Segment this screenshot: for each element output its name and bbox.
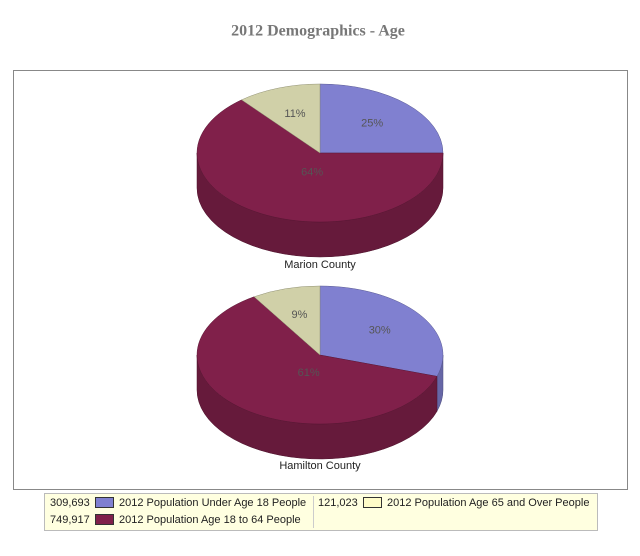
pie-slice (196, 296, 438, 425)
pie-slice (196, 99, 444, 223)
legend-label: 2012 Population Age 65 and Over People (387, 497, 589, 509)
pie-label: Marion County (284, 259, 356, 271)
chart-title: 2012 Demographics - Age (231, 23, 405, 40)
data-label: 64% (301, 166, 323, 178)
legend-swatch (95, 497, 114, 508)
data-label: 25% (361, 118, 383, 130)
legend-label: 2012 Population Under Age 18 People (119, 497, 306, 509)
legend-amount: 749,917 (50, 514, 90, 526)
legend-amount: 121,023 (318, 497, 358, 509)
data-label: 30% (369, 325, 391, 337)
legend-label: 2012 Population Age 18 to 64 People (119, 514, 301, 526)
legend-box (44, 493, 598, 531)
pie-slice (319, 285, 444, 377)
data-label: 11% (284, 108, 305, 120)
data-label: 9% (291, 309, 307, 321)
pie-slice (253, 285, 321, 356)
legend-amount: 309,693 (50, 497, 90, 509)
pie-slice (241, 83, 321, 154)
legend-swatch (95, 514, 114, 525)
pie-label: Hamilton County (279, 460, 361, 472)
legend-swatch (363, 497, 382, 508)
pie-slice (319, 83, 444, 154)
data-label: 61% (298, 367, 320, 379)
